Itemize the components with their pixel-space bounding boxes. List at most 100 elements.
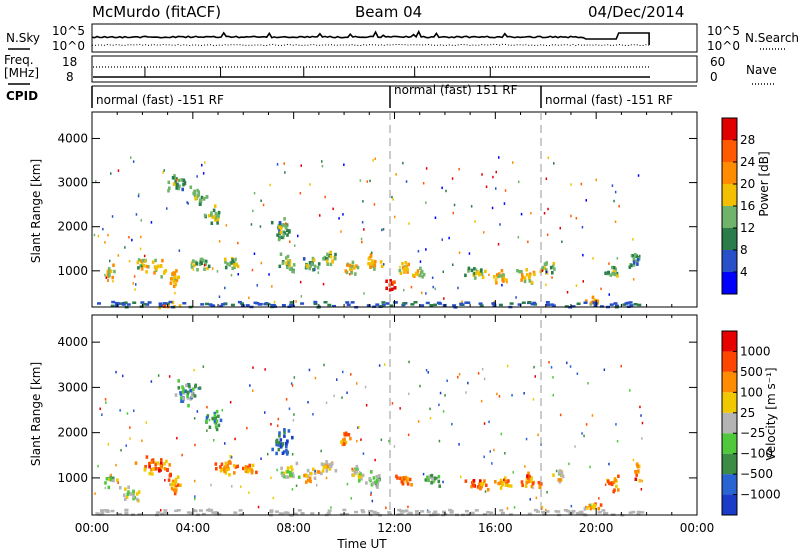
- heatmap-cell: [371, 499, 374, 503]
- heatmap-cell: [123, 301, 128, 304]
- heatmap-cell: [325, 462, 329, 466]
- heatmap-cell: [112, 280, 114, 283]
- heatmap-cell: [147, 301, 152, 304]
- heatmap-cell: [308, 261, 312, 265]
- heatmap-cell: [326, 262, 329, 266]
- heatmap-cell: [395, 173, 397, 176]
- heatmap-cell: [205, 508, 210, 512]
- heatmap-cell: [245, 468, 247, 471]
- heatmap-cell: [616, 440, 619, 443]
- heatmap-cell: [476, 485, 480, 489]
- heatmap-cell: [224, 468, 228, 472]
- heatmap-cell: [184, 389, 187, 393]
- heatmap-cell: [193, 263, 196, 268]
- heatmap-cell: [299, 280, 302, 284]
- heatmap-cell: [408, 392, 410, 396]
- heatmap-cell: [174, 291, 176, 295]
- heatmap-cell: [151, 260, 155, 264]
- heatmap-cell: [375, 481, 378, 486]
- heatmap-cell: [614, 220, 617, 223]
- heatmap-cell: [144, 464, 147, 469]
- heatmap-cell: [604, 483, 607, 486]
- heatmap-cell: [210, 213, 213, 217]
- heatmap-cell: [279, 438, 283, 442]
- heatmap-cell: [285, 475, 288, 479]
- heatmap-cell: [354, 471, 357, 476]
- heatmap-cell: [205, 195, 209, 199]
- heatmap-cell: [608, 293, 610, 296]
- heatmap-cell: [312, 268, 315, 272]
- heatmap-cell: [178, 249, 181, 252]
- heatmap-cell: [107, 233, 109, 237]
- velocity-heatmap-cells: [94, 360, 645, 517]
- heatmap-cell: [434, 216, 437, 219]
- heatmap-cell: [288, 263, 292, 268]
- colorbar-tick-label: 500: [740, 365, 763, 379]
- heatmap-cell: [500, 269, 504, 273]
- heatmap-cell: [641, 421, 644, 425]
- heatmap-cell: [425, 167, 428, 170]
- heatmap-cell: [422, 182, 425, 185]
- heatmap-cell: [369, 253, 373, 257]
- heatmap-cell: [186, 201, 188, 204]
- heatmap-cell: [190, 263, 193, 266]
- heatmap-cell: [217, 210, 221, 215]
- heatmap-cell: [200, 195, 204, 200]
- heatmap-cell: [581, 432, 583, 435]
- heatmap-cell: [283, 217, 286, 221]
- heatmap-cell: [551, 276, 553, 279]
- heatmap-cell: [232, 263, 236, 267]
- heatmap-cell: [297, 234, 299, 238]
- heatmap-cell: [635, 473, 638, 477]
- heatmap-cell: [163, 169, 165, 172]
- colorbar-swatch: [722, 371, 737, 393]
- heatmap-cell: [521, 301, 526, 304]
- x-tick-label: 04:00: [176, 521, 211, 535]
- heatmap-cell: [481, 367, 484, 371]
- heatmap-cell: [535, 510, 540, 513]
- heatmap-cell: [332, 304, 336, 308]
- heatmap-cell: [214, 415, 217, 420]
- heatmap-cell: [205, 416, 209, 420]
- heatmap-cell: [277, 443, 281, 447]
- heatmap-cell: [163, 302, 167, 305]
- heatmap-cell: [159, 264, 163, 268]
- heatmap-cell: [285, 452, 289, 456]
- heatmap-cell: [277, 417, 280, 421]
- heatmap-cell: [373, 203, 376, 206]
- heatmap-cell: [420, 304, 425, 307]
- colorbar-swatch: [722, 331, 737, 352]
- heatmap-cell: [438, 484, 441, 488]
- colorbar-swatch: [722, 392, 737, 413]
- heatmap-cell: [284, 256, 288, 260]
- heatmap-cell: [552, 473, 555, 477]
- noise-panel-frame: [91, 23, 698, 53]
- heatmap-cell: [310, 512, 315, 515]
- heatmap-cell: [407, 433, 410, 437]
- heatmap-cell: [216, 217, 220, 222]
- heatmap-cell: [351, 260, 355, 265]
- heatmap-cell: [167, 189, 170, 193]
- heatmap-cell: [221, 409, 223, 412]
- x-tick-label: 20:00: [579, 521, 614, 535]
- heatmap-cell: [525, 480, 528, 485]
- heatmap-cell: [238, 509, 243, 512]
- heatmap-cell: [252, 470, 254, 473]
- noise-panel: N.Sky 10^5 10^0 10^5 10^0 N.Search: [6, 23, 799, 53]
- heatmap-cell: [416, 272, 419, 277]
- heatmap-cell: [322, 465, 326, 469]
- heatmap-cell: [224, 461, 228, 466]
- heatmap-cell: [195, 262, 198, 266]
- heatmap-cell: [401, 303, 406, 307]
- heatmap-cell: [171, 300, 175, 305]
- heatmap-cell: [310, 262, 314, 266]
- heatmap-cell: [135, 283, 137, 286]
- heatmap-cell: [638, 479, 642, 483]
- heatmap-cell: [199, 199, 203, 204]
- heatmap-cell: [359, 472, 362, 476]
- heatmap-cell: [528, 478, 532, 483]
- heatmap-cell: [527, 512, 532, 516]
- heatmap-cell: [637, 303, 642, 307]
- heatmap-cell: [399, 407, 401, 410]
- heatmap-cell: [399, 476, 402, 480]
